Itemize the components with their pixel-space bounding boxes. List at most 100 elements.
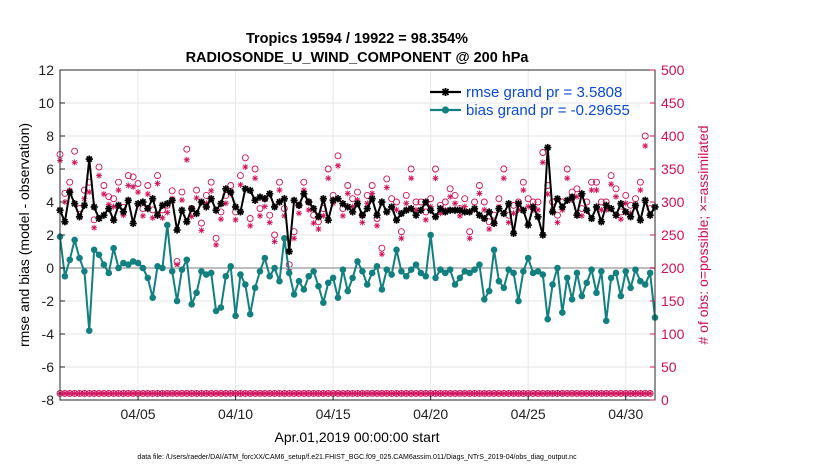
legend-rmse-text: rmse grand pr = 3.5808 xyxy=(466,84,622,101)
obs-bottom-assimilated xyxy=(300,390,307,397)
obs-assimilated-point xyxy=(178,197,185,204)
rmse-point xyxy=(114,201,123,209)
rmse-point xyxy=(75,213,84,221)
obs-assimilated-point xyxy=(334,162,341,169)
obs-possible-point xyxy=(407,165,415,173)
obs-possible-point xyxy=(388,195,396,203)
obs-bottom-assimilated xyxy=(359,390,366,397)
obs-possible-point xyxy=(597,198,605,206)
rmse-point xyxy=(266,190,274,198)
x-tick-label: 04/15 xyxy=(316,406,351,422)
bias-point xyxy=(578,292,586,300)
y2-tick-label: 100 xyxy=(661,326,685,342)
rmse-point xyxy=(422,198,430,206)
y-tick-label: 4 xyxy=(46,194,54,210)
bias-point xyxy=(588,266,595,273)
obs-assimilated-point xyxy=(183,156,190,163)
obs-assimilated-point xyxy=(144,191,151,198)
bias-point xyxy=(402,272,410,280)
y2-tick-label: 50 xyxy=(661,359,677,375)
obs-possible-point xyxy=(227,182,235,189)
rmse-series xyxy=(56,143,659,256)
footnote: data file: /Users/raeder/DAI/ATM_forcXX/… xyxy=(137,454,577,461)
rmse-point xyxy=(310,205,318,213)
rmse-point xyxy=(466,208,474,216)
rmse-point xyxy=(490,219,498,228)
legend-rmse-marker xyxy=(441,88,450,96)
obs-possible-point xyxy=(480,198,488,206)
rmse-point xyxy=(183,218,191,226)
rmse-point xyxy=(646,211,654,219)
obs-possible-point xyxy=(115,178,122,186)
obs-assimilated-point xyxy=(100,191,107,198)
bias-point xyxy=(495,277,503,285)
y2-axis-label: # of obs: o=possible; ×=assimilated xyxy=(695,125,711,344)
bias-point xyxy=(285,269,293,277)
rmse-point xyxy=(553,195,562,203)
obs-bottom-assimilated xyxy=(515,390,522,397)
bias-point xyxy=(485,287,493,295)
rmse-point xyxy=(270,203,279,211)
obs-bottom-assimilated xyxy=(383,390,390,397)
chart-subtitle: RADIOSONDE_U_WIND_COMPONENT @ 200 hPa xyxy=(186,50,530,66)
obs-possible-point xyxy=(632,195,639,203)
bias-point xyxy=(281,235,288,242)
obs-bottom-assimilated xyxy=(232,390,239,397)
bias-point xyxy=(110,244,117,252)
bias-point xyxy=(305,272,313,280)
rmse-point xyxy=(568,193,576,201)
rmse-point xyxy=(149,195,157,203)
obs-assimilated-point xyxy=(374,222,381,229)
rmse-point xyxy=(202,203,210,211)
obs-layer xyxy=(56,132,654,397)
bias-point xyxy=(271,264,278,272)
bias-point xyxy=(237,271,244,278)
rmse-point xyxy=(436,205,445,213)
obs-bottom-assimilated xyxy=(403,390,410,397)
bias-point xyxy=(583,279,591,287)
obs-bottom-assimilated xyxy=(612,390,619,397)
obs-possible-point xyxy=(475,182,483,189)
obs-possible-point xyxy=(237,172,244,180)
y2-tick-label: 350 xyxy=(661,161,685,177)
bias-point xyxy=(515,297,522,305)
obs-assimilated-point xyxy=(466,235,473,242)
rmse-point xyxy=(290,196,298,204)
rmse-point xyxy=(334,195,342,203)
obs-bottom-assimilated xyxy=(374,390,381,397)
left-axis-ticks: 12 10 8 6 4 2 0 -2 -4 -6 -8 xyxy=(38,62,65,408)
obs-assimilated-point xyxy=(291,235,298,242)
obs-possible-point xyxy=(612,185,620,193)
rmse-point xyxy=(583,206,591,214)
rmse-point xyxy=(329,196,337,204)
rmse-point xyxy=(212,206,220,214)
rmse-point xyxy=(363,205,371,213)
y2-tick-label: 200 xyxy=(661,260,685,276)
rmse-point xyxy=(285,247,293,256)
obs-bottom-assimilated xyxy=(637,390,644,397)
obs-assimilated-point xyxy=(505,219,512,226)
rmse-point xyxy=(373,211,381,219)
bias-point xyxy=(295,277,303,285)
obs-assimilated-point xyxy=(408,175,415,182)
bias-point xyxy=(451,281,459,288)
obs-bottom-assimilated xyxy=(174,390,181,397)
obs-bottom-assimilated xyxy=(564,390,571,397)
bias-point xyxy=(510,269,517,277)
obs-assimilated-point xyxy=(125,182,132,189)
obs-assimilated-point xyxy=(237,181,244,188)
obs-possible-point xyxy=(178,188,186,196)
rmse-point xyxy=(295,201,303,209)
rmse-point xyxy=(563,196,571,204)
bias-point xyxy=(359,268,366,275)
obs-assimilated-point xyxy=(213,241,220,248)
obs-possible-point xyxy=(110,195,118,203)
obs-possible-point xyxy=(519,178,527,186)
obs-possible-point xyxy=(300,178,308,186)
obs-bottom-assimilated xyxy=(144,390,151,397)
bias-point xyxy=(339,266,347,273)
obs-assimilated-point xyxy=(86,189,93,196)
obs-possible-point xyxy=(432,165,439,173)
obs-assimilated-point xyxy=(130,183,137,190)
